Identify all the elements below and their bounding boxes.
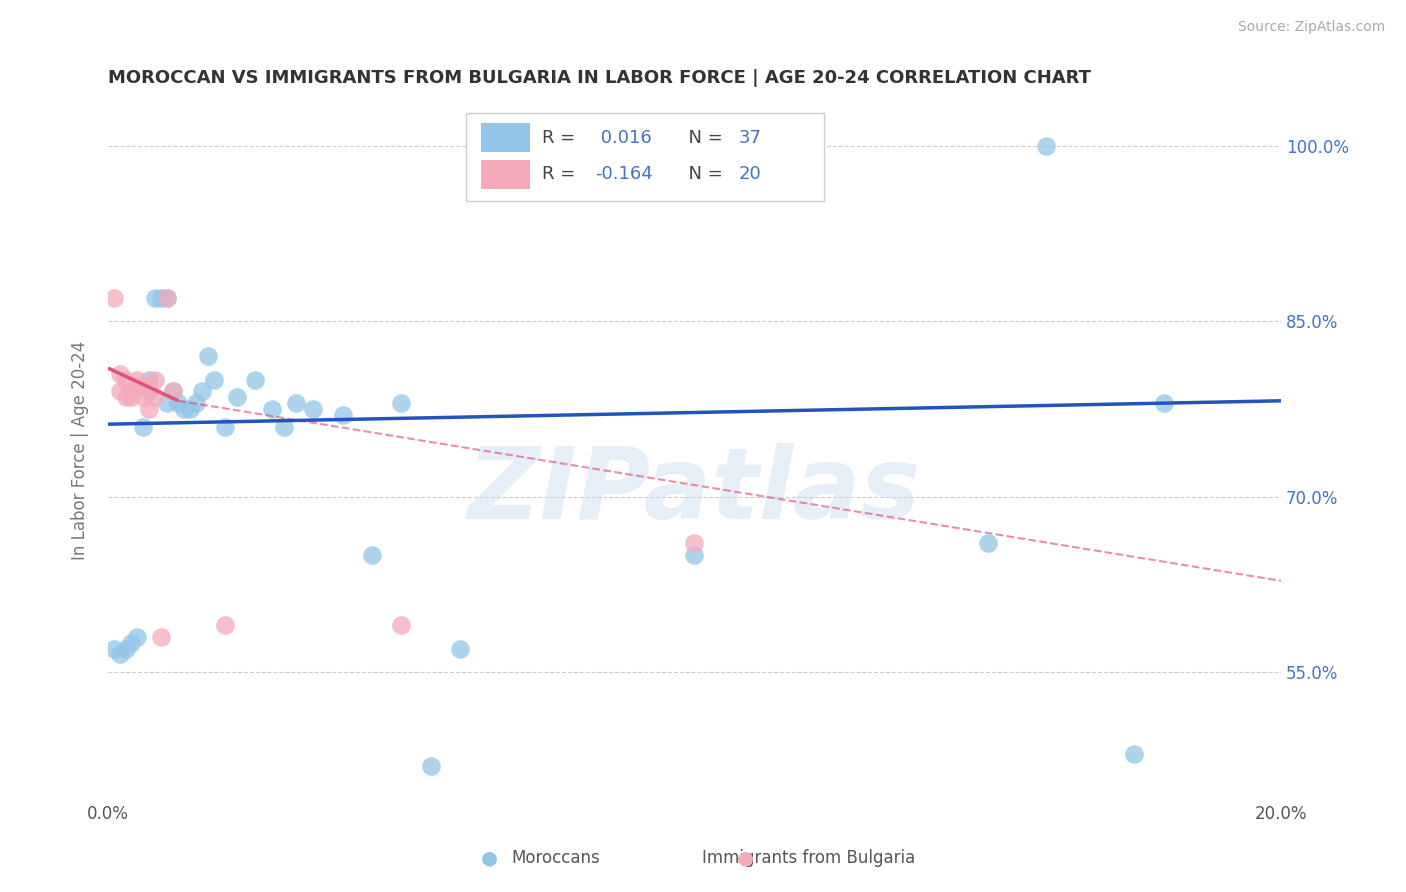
Point xyxy=(1123,747,1146,761)
Point xyxy=(1035,139,1057,153)
Point xyxy=(138,373,160,387)
Text: ●: ● xyxy=(737,848,754,868)
Point xyxy=(449,641,471,656)
Point xyxy=(114,641,136,656)
Point xyxy=(138,378,160,392)
Point xyxy=(108,648,131,662)
Point xyxy=(156,291,179,305)
Point xyxy=(273,419,295,434)
FancyBboxPatch shape xyxy=(465,113,824,201)
Point xyxy=(214,419,236,434)
Text: R =: R = xyxy=(541,128,581,147)
Point xyxy=(143,291,166,305)
Text: MOROCCAN VS IMMIGRANTS FROM BULGARIA IN LABOR FORCE | AGE 20-24 CORRELATION CHAR: MOROCCAN VS IMMIGRANTS FROM BULGARIA IN … xyxy=(108,69,1091,87)
Point xyxy=(173,402,195,417)
Point xyxy=(162,384,184,399)
Text: N =: N = xyxy=(676,128,728,147)
FancyBboxPatch shape xyxy=(481,160,530,189)
Point xyxy=(191,384,214,399)
Text: 20: 20 xyxy=(740,165,762,183)
Text: -0.164: -0.164 xyxy=(595,165,652,183)
Point xyxy=(214,618,236,632)
Point xyxy=(108,384,131,399)
Point xyxy=(108,367,131,381)
Point xyxy=(132,419,155,434)
Y-axis label: In Labor Force | Age 20-24: In Labor Force | Age 20-24 xyxy=(72,340,89,559)
Point xyxy=(389,618,412,632)
FancyBboxPatch shape xyxy=(481,123,530,153)
Point xyxy=(156,396,179,410)
Point xyxy=(202,373,225,387)
Text: N =: N = xyxy=(676,165,728,183)
Point xyxy=(138,402,160,417)
Text: 37: 37 xyxy=(740,128,762,147)
Point xyxy=(977,536,1000,550)
Point xyxy=(389,396,412,410)
Point xyxy=(361,548,384,562)
Text: Source: ZipAtlas.com: Source: ZipAtlas.com xyxy=(1237,21,1385,34)
Point xyxy=(114,373,136,387)
Point xyxy=(167,396,190,410)
Point xyxy=(197,350,219,364)
Point xyxy=(243,373,266,387)
Point xyxy=(127,373,149,387)
Point xyxy=(284,396,307,410)
Point xyxy=(332,408,354,422)
Point xyxy=(149,291,172,305)
Point xyxy=(127,378,149,392)
Text: ●: ● xyxy=(481,848,498,868)
Point xyxy=(226,390,249,404)
Point xyxy=(114,390,136,404)
Point xyxy=(120,636,142,650)
Point xyxy=(149,630,172,644)
Point xyxy=(1153,396,1175,410)
Point xyxy=(127,630,149,644)
Point xyxy=(156,291,179,305)
Point xyxy=(120,390,142,404)
Point xyxy=(103,641,125,656)
Point xyxy=(132,390,155,404)
Text: ZIPatlas: ZIPatlas xyxy=(468,443,921,541)
Point xyxy=(419,758,441,772)
Point xyxy=(103,291,125,305)
Text: R =: R = xyxy=(541,165,581,183)
Point xyxy=(143,373,166,387)
Point xyxy=(262,402,284,417)
Point xyxy=(683,548,706,562)
Point xyxy=(179,402,201,417)
Text: Moroccans: Moroccans xyxy=(510,849,600,867)
Point xyxy=(184,396,207,410)
Point xyxy=(302,402,325,417)
Point xyxy=(162,384,184,399)
Point xyxy=(143,390,166,404)
Point xyxy=(120,384,142,399)
Text: Immigrants from Bulgaria: Immigrants from Bulgaria xyxy=(702,849,915,867)
Text: 0.016: 0.016 xyxy=(595,128,651,147)
Point xyxy=(683,536,706,550)
Point xyxy=(138,384,160,399)
